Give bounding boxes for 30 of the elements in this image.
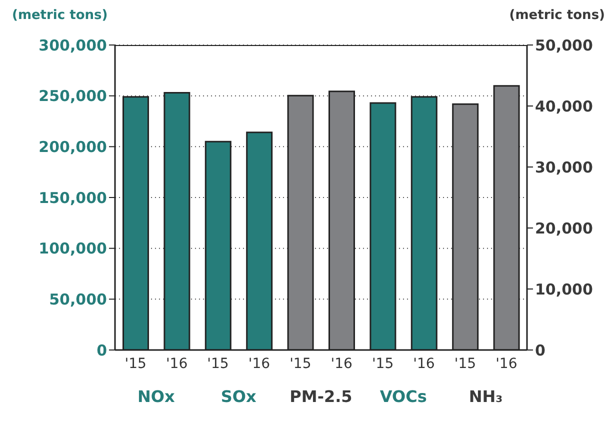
y-tick-label: 150,000 [38,188,107,207]
y-tick-label: 0 [96,341,107,360]
y-tick-label: 250,000 [38,87,107,106]
x-tick-label: '15 [124,356,146,372]
x-tick-label: '16 [330,356,353,372]
y2-tick-label: 20,000 [535,219,593,238]
y2-axis-title: (metric tons) [509,8,605,23]
text: SOx [220,387,258,406]
x-tick-label: '16 [496,356,518,372]
x-tick-label: '15 [290,356,312,372]
y-axis-title: (metric tons) [12,8,108,23]
y2-tick-label: 40,000 [535,97,593,116]
y-tick-label: 50,000 [49,290,107,308]
text: PM-2.5 [288,387,354,406]
text: NH₃ [468,387,504,406]
text: NOx [136,387,176,406]
y2-tick-label: 30,000 [535,158,593,176]
y-tick-label: 100,000 [38,240,107,258]
x-tick-label: '15 [207,356,229,372]
text: VOCs [378,387,428,406]
y2-tick-label: 50,000 [535,36,593,54]
x-tick-label: '16 [166,356,188,372]
x-tick-label: '15 [372,356,394,372]
x-tick-label: '16 [413,356,435,372]
x-tick-label: '16 [248,356,270,372]
y2-tick-label: 10,000 [535,280,593,298]
y2-tick-label: 0 [535,341,546,360]
y-tick-label: 300,000 [38,36,107,54]
y-tick-label: 200,000 [38,138,107,156]
x-tick-label: '15 [454,356,476,372]
